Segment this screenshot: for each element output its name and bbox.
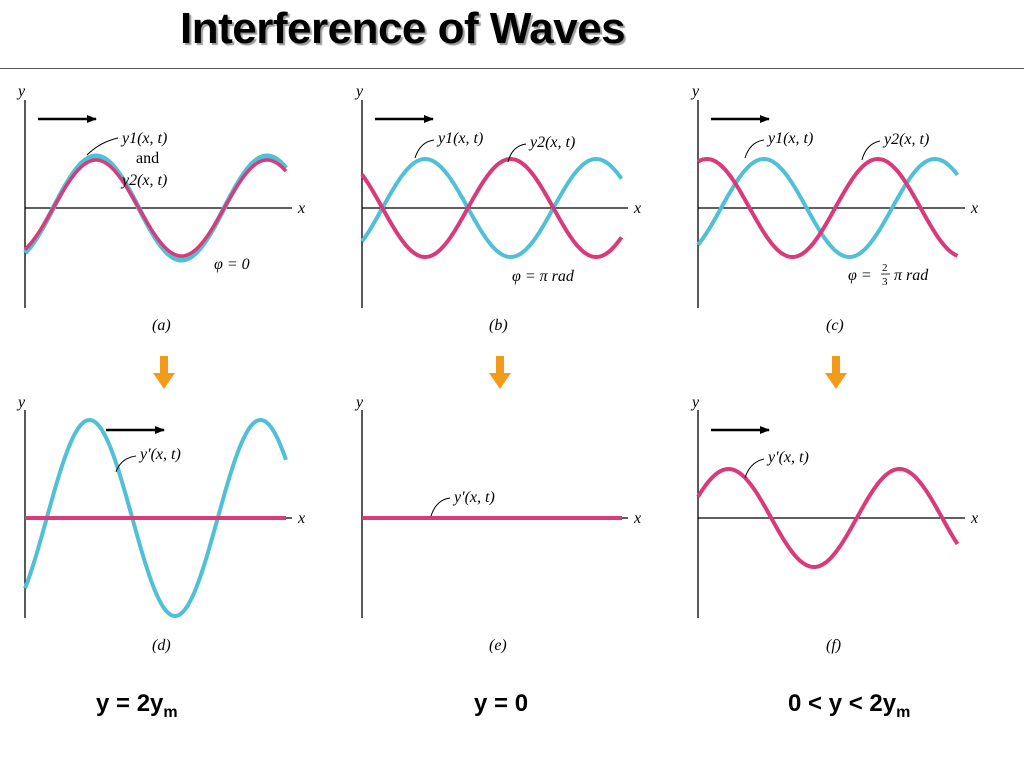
phase-label: φ = π rad — [512, 268, 575, 285]
result-subscript: m — [896, 704, 911, 721]
x-axis-label: x — [970, 200, 978, 217]
title-divider — [0, 68, 1024, 69]
leader-line — [507, 143, 527, 163]
leader-line — [744, 458, 765, 479]
result-destructive: y = 0 — [474, 690, 528, 718]
panel-caption: (a) — [152, 317, 171, 334]
wave-label-y1: y1(x, t) — [120, 130, 167, 147]
panel-caption: (f) — [826, 637, 841, 654]
down-arrow-icon — [489, 356, 511, 389]
result-subscript: m — [163, 704, 178, 721]
wave-y1 — [360, 157, 624, 259]
y-axis-label: y — [690, 394, 700, 411]
panel-caption: (b) — [489, 317, 508, 334]
wave-label-y2: y2(x, t) — [528, 134, 575, 151]
wave-label-y1: y1(x, t) — [436, 130, 483, 147]
down-arrow-icon — [825, 356, 847, 389]
leader-line — [861, 140, 881, 161]
leader-line — [414, 139, 435, 159]
leader-line — [86, 137, 119, 156]
wave-resultant — [23, 418, 288, 618]
panel-a: y x y1(x, t) and y2(x, t) φ = 0 (a) — [16, 83, 305, 334]
panel-d: y x y′(x, t) (d) — [16, 394, 305, 654]
and-text: and — [136, 150, 159, 167]
y-axis-label: y — [354, 394, 364, 411]
panel-b: y x y1(x, t) y2(x, t) φ = π rad (b) — [354, 83, 641, 334]
wave-label-y1: y1(x, t) — [766, 130, 813, 147]
panel-e: y x y′(x, t) (e) — [354, 394, 641, 654]
wave-y1 — [696, 157, 960, 259]
result-text: y = 2y — [96, 690, 164, 717]
leader-line — [430, 497, 451, 517]
panel-caption: (c) — [826, 317, 844, 334]
panel-c: y x y1(x, t) y2(x, t) φ = 2 3 π rad (c) — [690, 83, 978, 334]
result-constructive: y = 2ym — [96, 690, 178, 722]
phase-fraction-num: 2 — [882, 262, 888, 274]
wave-label-resultant: y′(x, t) — [452, 489, 495, 506]
phase-label-suffix: π rad — [894, 267, 929, 284]
wave-label-resultant: y′(x, t) — [138, 446, 181, 463]
x-axis-label: x — [297, 510, 305, 527]
y-axis-label: y — [16, 83, 26, 100]
wave-y2 — [697, 157, 959, 259]
phase-fraction-den: 3 — [882, 276, 888, 288]
result-text: y = 0 — [474, 690, 529, 717]
panel-caption: (d) — [152, 637, 171, 654]
down-arrow-icon — [153, 356, 175, 389]
wave-label-y2: y2(x, t) — [882, 131, 929, 148]
result-intermediate: 0 < y < 2ym — [788, 690, 910, 722]
leader-line — [744, 139, 765, 159]
phase-label-prefix: φ = — [848, 267, 872, 284]
x-axis-label: x — [297, 200, 305, 217]
y-axis-label: y — [690, 83, 700, 100]
wave-y2 — [23, 158, 288, 258]
x-axis-label: x — [970, 510, 978, 527]
x-axis-label: x — [633, 510, 641, 527]
result-text: 0 < y < 2y — [788, 690, 897, 717]
y-axis-label: y — [354, 83, 364, 100]
y-axis-label: y — [16, 394, 26, 411]
panel-caption: (e) — [489, 637, 507, 654]
wave-resultant — [696, 467, 960, 569]
wave-y2 — [360, 157, 624, 259]
wave-label-resultant: y′(x, t) — [766, 449, 809, 466]
x-axis-label: x — [633, 200, 641, 217]
page-title: Interference of Waves — [180, 4, 626, 53]
wave-label-y2: y2(x, t) — [120, 172, 167, 189]
panel-f: y x y′(x, t) (f) — [690, 394, 978, 654]
leader-line — [115, 455, 137, 473]
phase-label: φ = 0 — [214, 256, 250, 273]
